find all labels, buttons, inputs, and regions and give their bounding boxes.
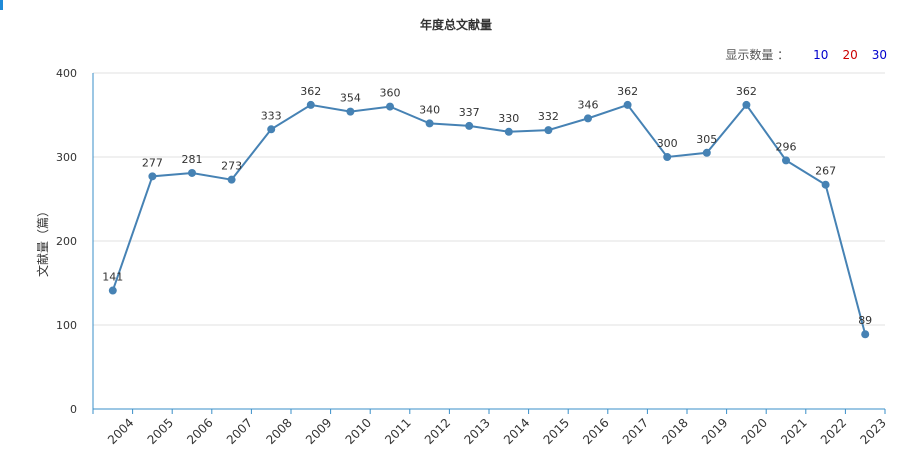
data-point xyxy=(861,330,870,339)
data-label: 354 xyxy=(340,92,361,105)
x-tick-label: 2019 xyxy=(699,416,730,447)
data-label: 333 xyxy=(261,109,282,122)
data-point xyxy=(267,125,276,134)
data-point xyxy=(584,114,592,123)
data-label: 267 xyxy=(815,165,836,178)
y-tick-label: 300 xyxy=(56,151,77,164)
data-label: 362 xyxy=(617,85,638,98)
corner-accent xyxy=(0,0,3,10)
data-point xyxy=(465,121,474,130)
x-tick-label: 2011 xyxy=(382,416,413,447)
data-label: 141 xyxy=(102,271,123,284)
x-tick-label: 2017 xyxy=(620,416,651,447)
data-point xyxy=(306,100,315,109)
display-count-label: 显示数量 ： xyxy=(725,48,790,62)
data-label: 332 xyxy=(538,110,559,123)
data-label: 300 xyxy=(657,137,678,150)
data-point xyxy=(663,153,672,161)
data-point xyxy=(188,168,196,177)
data-point xyxy=(148,172,157,181)
data-label: 281 xyxy=(182,153,203,166)
x-tick-label: 2014 xyxy=(501,416,532,447)
data-label: 340 xyxy=(419,103,440,116)
data-point xyxy=(821,180,830,189)
y-axis-label: 文献量（篇） xyxy=(35,205,50,277)
data-point xyxy=(623,100,632,109)
x-tick-label: 2013 xyxy=(461,416,492,447)
data-point xyxy=(425,119,434,128)
y-tick-label: 0 xyxy=(70,403,77,416)
y-tick-label: 200 xyxy=(56,235,77,248)
x-tick-label: 2021 xyxy=(778,416,809,447)
x-tick-label: 2007 xyxy=(224,416,255,447)
data-point xyxy=(504,127,513,136)
x-tick-label: 2005 xyxy=(145,416,176,447)
data-label: 277 xyxy=(142,156,163,169)
x-tick-label: 2018 xyxy=(659,416,690,447)
y-tick-label: 100 xyxy=(56,319,77,332)
data-point xyxy=(108,286,117,295)
data-point xyxy=(544,126,553,135)
x-tick-label: 2004 xyxy=(105,416,136,447)
data-label: 330 xyxy=(498,112,519,125)
display-count-option-30[interactable]: 30 xyxy=(871,47,887,62)
x-tick-label: 2016 xyxy=(580,416,611,447)
x-tick-label: 2012 xyxy=(422,416,453,447)
display-count-option-20[interactable]: 20 xyxy=(842,47,858,62)
data-label: 296 xyxy=(776,140,797,153)
x-tick-label: 2022 xyxy=(818,416,849,447)
x-tick-label: 2010 xyxy=(343,416,374,447)
x-tick-label: 2008 xyxy=(263,416,294,447)
data-point xyxy=(742,100,751,109)
chart-title: 年度总文献量 xyxy=(419,18,492,32)
x-tick-label: 2020 xyxy=(739,416,770,447)
y-tick-label: 400 xyxy=(56,67,77,80)
display-count-option-10[interactable]: 10 xyxy=(813,47,829,62)
x-tick-label: 2006 xyxy=(184,416,215,447)
data-point xyxy=(346,107,355,116)
data-label: 362 xyxy=(300,85,321,98)
x-tick-label: 2023 xyxy=(857,416,888,447)
data-point xyxy=(702,148,711,157)
x-tick-label: 2009 xyxy=(303,416,334,447)
data-label: 337 xyxy=(459,106,480,119)
data-point xyxy=(227,175,236,184)
x-tick-label: 2015 xyxy=(541,416,572,447)
data-label: 362 xyxy=(736,85,757,98)
data-label: 89 xyxy=(858,314,872,327)
data-label: 346 xyxy=(578,98,599,111)
data-label: 305 xyxy=(696,133,717,146)
data-point xyxy=(782,156,790,165)
display-count-selector: 显示数量 ： 10 20 30 xyxy=(725,46,887,63)
data-label: 360 xyxy=(380,87,401,100)
data-point xyxy=(386,102,394,111)
series-line xyxy=(111,103,867,335)
data-label: 273 xyxy=(221,160,242,173)
